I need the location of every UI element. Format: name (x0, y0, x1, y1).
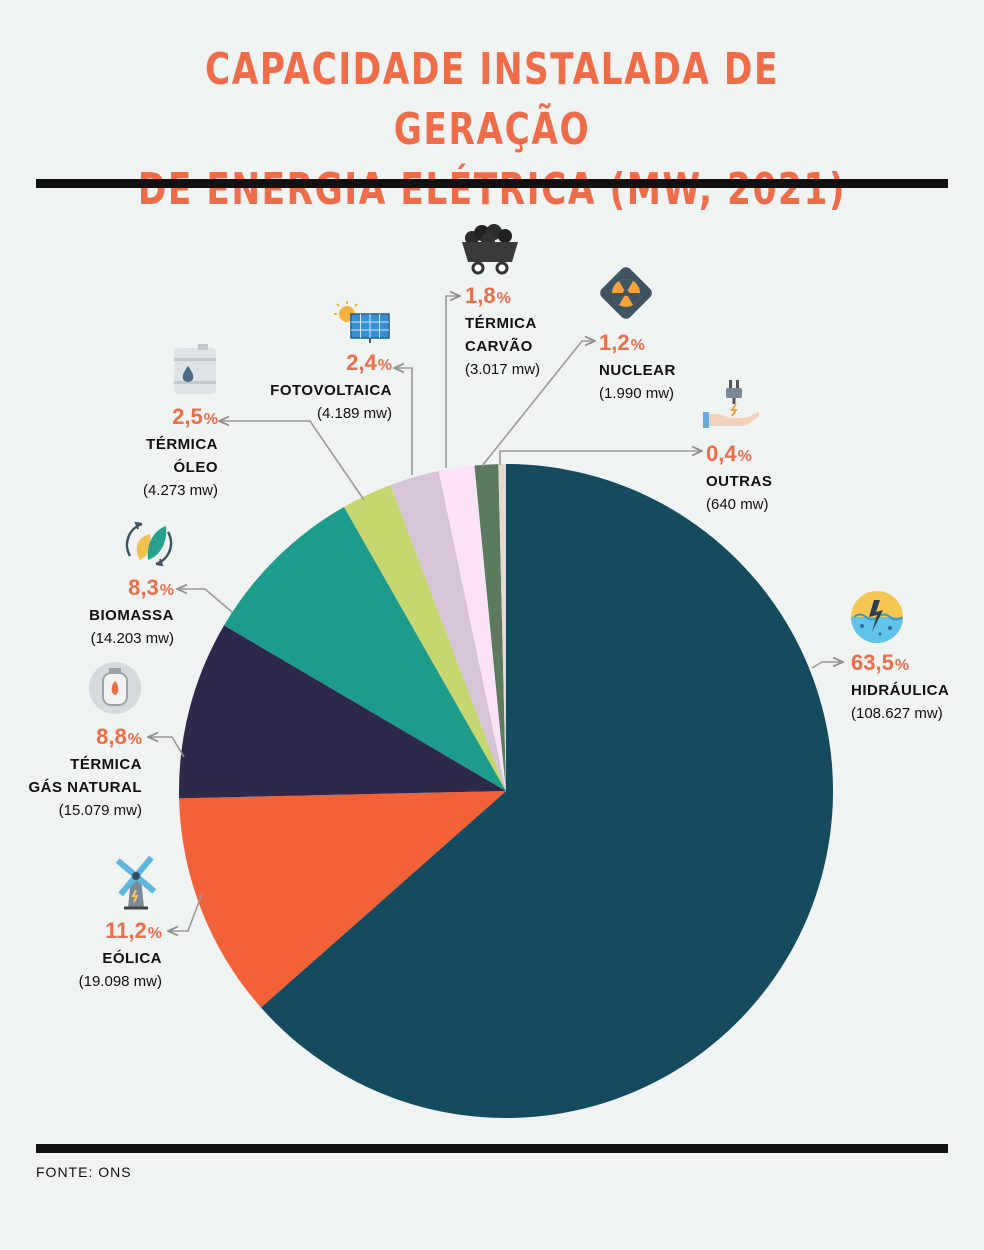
pie-slice-carvao (438, 465, 506, 791)
leader-line-gas (148, 737, 185, 758)
leader-line-oleo (219, 421, 365, 501)
mw-fotovoltaica: (4.189 mw) (316, 405, 392, 422)
pie-slice-eolica (179, 791, 506, 1008)
name-outras: OUTRAS (706, 473, 773, 490)
coal-cart-icon (462, 224, 518, 275)
name-nuclear: NUCLEAR (599, 362, 676, 379)
hydro-icon (851, 591, 903, 643)
pie-slice-biomassa (224, 506, 506, 791)
leader-line-carvao (445, 296, 460, 468)
leader-line-outras (499, 451, 702, 465)
label-nuclear: 1,2% NUCLEAR (1.990 mw) (599, 330, 676, 405)
name-carvao-2: CARVÃO (465, 338, 533, 355)
mw-oleo: (4.273 mw) (142, 482, 218, 499)
mw-outras: (640 mw) (706, 496, 769, 513)
pct-biomassa: 8,3% (128, 575, 174, 600)
chart-title: CAPACIDADE INSTALADA DE GERAÇÃO DE ENERG… (108, 40, 876, 220)
leader-line-nuclear (481, 341, 595, 467)
name-gas-2: GÁS NATURAL (28, 779, 142, 796)
pct-outras: 0,4% (706, 441, 752, 466)
pie-slice-fotovoltaica (390, 471, 506, 791)
leader-line-fotovoltaica (394, 368, 413, 475)
solar-panel-icon (334, 301, 390, 343)
label-hidraulica: 63,5% HIDRÁULICA (108.627 mw) (851, 650, 949, 725)
biomass-leaf-icon (125, 521, 173, 567)
pie-slice-oleo (344, 485, 506, 791)
mw-nuclear: (1.990 mw) (599, 385, 675, 402)
name-carvao-1: TÉRMICA (465, 315, 537, 332)
pie-slice-nuclear (474, 464, 506, 791)
mw-eolica: (19.098 mw) (78, 973, 162, 990)
pct-gas: 8,8% (96, 724, 142, 749)
label-fotovoltaica: 2,4% FOTOVOLTAICA (4.189 mw) (230, 350, 392, 425)
name-oleo-1: TÉRMICA (146, 436, 218, 453)
label-gas: 8,8% TÉRMICA GÁS NATURAL (15.079 mw) (10, 724, 142, 822)
pie-slice-outras (498, 464, 506, 791)
label-oleo: 2,5% TÉRMICA ÓLEO (4.273 mw) (60, 404, 218, 502)
name-biomassa: BIOMASSA (89, 607, 174, 624)
pct-hidraulica: 63,5% (851, 650, 910, 675)
oil-barrel-icon (174, 344, 216, 394)
gas-cylinder-icon (89, 662, 141, 714)
plug-hand-icon (703, 380, 759, 428)
label-carvao: 1,8% TÉRMICA CARVÃO (3.017 mw) (465, 283, 540, 381)
pct-fotovoltaica: 2,4% (346, 350, 392, 375)
mw-gas: (15.079 mw) (58, 802, 142, 819)
name-oleo-2: ÓLEO (173, 459, 218, 476)
pie-slice-gas (178, 625, 506, 799)
mw-carvao: (3.017 mw) (465, 361, 541, 378)
name-fotovoltaica: FOTOVOLTAICA (270, 382, 392, 399)
mw-biomassa: (14.203 mw) (90, 630, 174, 647)
mw-hidraulica: (108.627 mw) (851, 705, 943, 722)
pie-slice-hidraulica (260, 464, 834, 1118)
pct-oleo: 2,5% (172, 404, 218, 429)
leader-line-hidraulica (811, 662, 843, 669)
source-note: FONTE: ONS (36, 1164, 132, 1180)
title-line-2: DE ENERGIA ELÉTRICA (MW, 2021) (137, 164, 847, 215)
label-biomassa: 8,3% BIOMASSA (14.203 mw) (20, 575, 174, 650)
leader-line-biomassa (177, 589, 233, 613)
title-line-1: CAPACIDADE INSTALADA DE GERAÇÃO (205, 44, 779, 155)
pct-nuclear: 1,2% (599, 330, 645, 355)
label-eolica: 11,2% EÓLICA (19.098 mw) (20, 918, 162, 993)
name-hidraulica: HIDRÁULICA (851, 682, 950, 699)
bottom-rule (36, 1144, 948, 1153)
windmill-icon (115, 855, 157, 910)
pct-eolica: 11,2% (105, 918, 162, 943)
top-rule (36, 179, 948, 188)
pct-carvao: 1,8% (465, 283, 511, 308)
name-gas-1: TÉRMICA (70, 756, 142, 773)
nuclear-icon (600, 267, 652, 319)
name-eolica: EÓLICA (102, 950, 162, 967)
leader-line-eolica (168, 893, 203, 931)
label-outras: 0,4% OUTRAS (640 mw) (706, 441, 772, 516)
